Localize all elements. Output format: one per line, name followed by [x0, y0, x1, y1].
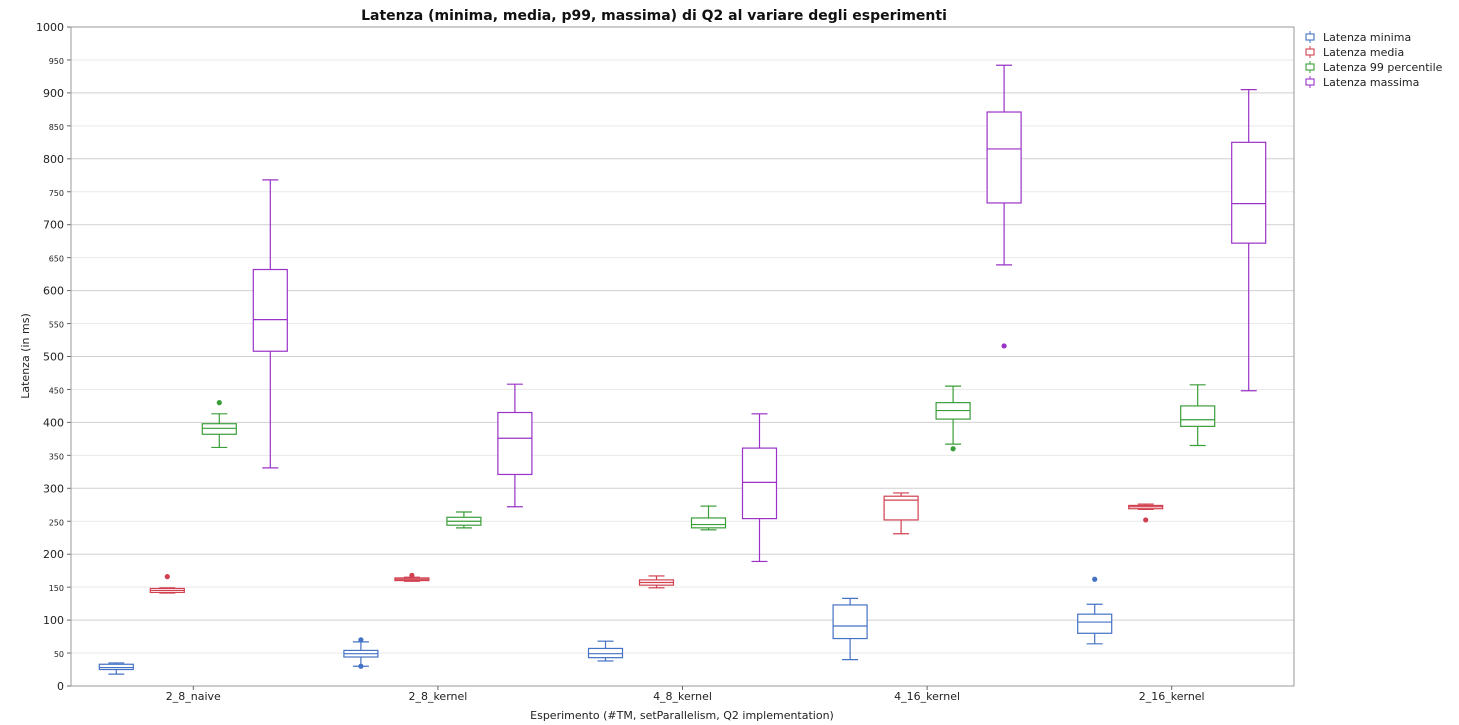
box-latenza-media-2_16_kernel — [1128, 503, 1164, 523]
y-tick-label-750: 750 — [49, 189, 64, 198]
x-tick-label-2_16_kernel: 2_16_kernel — [1139, 690, 1205, 703]
box-latenza-minima-4_8_kernel — [587, 640, 624, 662]
box-latenza-media-4_16_kernel — [883, 492, 919, 535]
outlier-point — [409, 572, 415, 578]
outlier-point — [950, 446, 956, 452]
y-tick-label-150: 150 — [49, 584, 64, 593]
box-iqr — [201, 423, 237, 435]
y-tick-label-800: 800 — [43, 153, 64, 166]
box-iqr — [252, 268, 288, 352]
box-latenza-99-percentile-2_8_kernel — [446, 511, 482, 529]
legend-label: Latenza 99 percentile — [1323, 61, 1443, 74]
plot-area: 0 50 100 150 200 250 300 350 400 450 500 550 600 650 7… — [36, 21, 1295, 703]
legend-item-latenza-massima: Latenza massima — [1305, 76, 1419, 89]
box-iqr — [741, 447, 778, 520]
box-latenza-minima-4_16_kernel — [832, 597, 868, 661]
y-tick-label-100: 100 — [43, 614, 64, 627]
box-latenza-media-4_8_kernel — [638, 575, 675, 589]
x-tick-label-4_16_kernel: 4_16_kernel — [894, 690, 960, 703]
outlier-point — [164, 574, 170, 580]
box-latenza-massima-4_16_kernel — [986, 64, 1022, 349]
box-iqr — [587, 647, 624, 659]
legend-item-latenza-minima: Latenza minima — [1305, 31, 1411, 44]
box-iqr — [986, 111, 1022, 204]
outlier-point — [216, 400, 222, 406]
y-tick-label-550: 550 — [49, 321, 64, 330]
box-latenza-99-percentile-4_8_kernel — [690, 505, 727, 531]
y-tick-label-250: 250 — [49, 518, 64, 527]
legend-label: Latenza media — [1323, 46, 1404, 59]
y-tick-label-300: 300 — [43, 482, 64, 495]
y-tick-label-450: 450 — [49, 386, 64, 395]
box-latenza-media-2_8_naive — [149, 574, 185, 594]
box-iqr — [883, 495, 919, 521]
box-iqr — [497, 411, 533, 476]
y-tick-label-350: 350 — [49, 452, 64, 461]
box-iqr — [1231, 141, 1267, 244]
legend-label: Latenza minima — [1323, 31, 1411, 44]
box-latenza-massima-4_8_kernel — [741, 413, 778, 563]
box-iqr — [832, 604, 868, 640]
box-latenza-massima-2_16_kernel — [1231, 89, 1267, 392]
y-tick-label-650: 650 — [49, 255, 64, 264]
x-tick-label-4_8_kernel: 4_8_kernel — [653, 690, 712, 703]
box-latenza-minima-2_8_naive — [98, 662, 134, 675]
legend-swatch — [1305, 33, 1315, 41]
x-axis-label: Esperimento (#TM, setParallelism, Q2 imp… — [530, 709, 834, 722]
y-tick-label-850: 850 — [49, 123, 64, 132]
legend-item-latenza-media: Latenza media — [1305, 46, 1404, 59]
y-tick-label-1000: 1000 — [36, 21, 64, 34]
box-latenza-99-percentile-2_8_naive — [201, 400, 237, 449]
outlier-point — [1143, 517, 1149, 523]
y-tick-label-900: 900 — [43, 87, 64, 100]
y-tick-label-500: 500 — [43, 351, 64, 364]
box-latenza-minima-2_16_kernel — [1077, 576, 1113, 645]
x-tick-label-2_8_kernel: 2_8_kernel — [408, 690, 467, 703]
box-iqr — [1077, 613, 1113, 634]
outlier-point — [1092, 576, 1098, 582]
y-tick-label-600: 600 — [43, 285, 64, 298]
box-iqr — [98, 663, 134, 671]
legend-item-latenza-99-percentile: Latenza 99 percentile — [1305, 61, 1443, 74]
y-axis-label: Latenza (in ms) — [19, 313, 32, 399]
box-latenza-media-2_8_kernel — [394, 572, 430, 582]
legend-swatch — [1305, 48, 1315, 56]
box-latenza-99-percentile-4_16_kernel — [935, 385, 971, 452]
box-iqr — [690, 517, 727, 529]
outlier-point — [1001, 343, 1007, 349]
box-iqr — [1180, 405, 1216, 427]
y-tick-label-0: 0 — [57, 680, 64, 693]
box-latenza-99-percentile-2_16_kernel — [1180, 384, 1216, 447]
legend: Latenza minima Latenza media Latenza 99 pe… — [1305, 31, 1443, 89]
legend-swatch — [1305, 63, 1315, 71]
y-tick-label-200: 200 — [43, 548, 64, 561]
y-tick-label-400: 400 — [43, 416, 64, 429]
box-latenza-minima-2_8_kernel — [343, 637, 379, 669]
y-tick-label-50: 50 — [54, 650, 64, 659]
y-tick-label-700: 700 — [43, 219, 64, 232]
box-latenza-massima-2_8_naive — [252, 179, 288, 469]
y-tick-label-950: 950 — [49, 57, 64, 66]
x-tick-label-2_8_naive: 2_8_naive — [166, 690, 221, 703]
chart-title: Latenza (minima, media, p99, massima) di… — [361, 8, 947, 24]
legend-label: Latenza massima — [1323, 76, 1419, 89]
outlier-point — [358, 637, 364, 643]
legend-swatch — [1305, 78, 1315, 86]
outlier-point — [358, 663, 364, 669]
box-latenza-massima-2_8_kernel — [497, 383, 533, 508]
